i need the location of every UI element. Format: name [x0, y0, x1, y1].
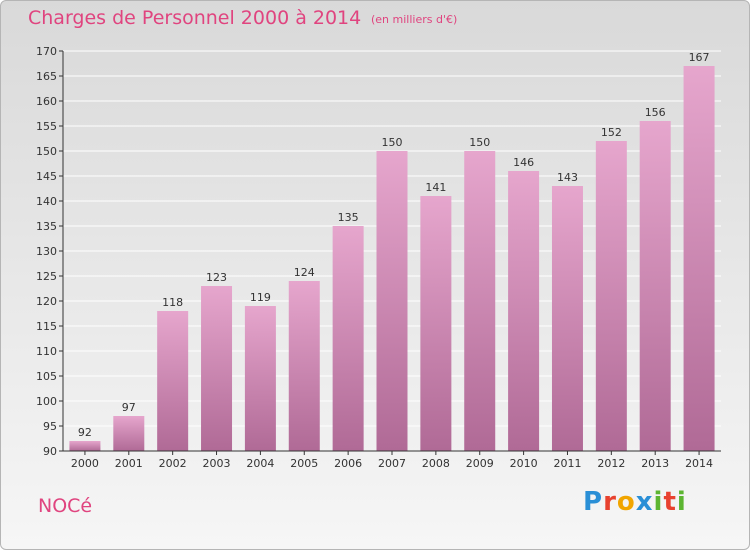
- y-tick-label: 150: [36, 145, 57, 158]
- bar-2008[interactable]: [420, 196, 452, 451]
- data-label: 146: [513, 156, 534, 169]
- y-tick-label: 160: [36, 95, 57, 108]
- y-tick-label: 170: [36, 45, 57, 58]
- y-tick-label: 145: [36, 170, 57, 183]
- logo-letter: t: [663, 487, 677, 517]
- data-label: 141: [425, 181, 446, 194]
- bar-2009[interactable]: [464, 151, 496, 451]
- x-tick-label: 2012: [597, 457, 625, 470]
- bar-2007[interactable]: [376, 151, 408, 451]
- y-tick-label: 155: [36, 120, 57, 133]
- data-label: 156: [645, 106, 666, 119]
- bar-2004[interactable]: [244, 306, 276, 451]
- bar-2001[interactable]: [113, 416, 145, 451]
- bar-2013[interactable]: [639, 121, 671, 451]
- x-tick-label: 2004: [246, 457, 274, 470]
- commune-name: NOCé: [38, 495, 93, 517]
- x-tick-label: 2007: [378, 457, 406, 470]
- y-tick-label: 140: [36, 195, 57, 208]
- y-tick-label: 120: [36, 295, 57, 308]
- x-tick-label: 2006: [334, 457, 362, 470]
- data-label: 118: [162, 296, 183, 309]
- x-tick-label: 2002: [159, 457, 187, 470]
- chart-subtitle: (en milliers d'€): [371, 13, 458, 26]
- data-label: 150: [382, 136, 403, 149]
- logo-letter: i: [676, 487, 687, 517]
- y-tick-label: 105: [36, 370, 57, 383]
- y-tick-label: 110: [36, 345, 57, 358]
- data-label: 124: [294, 266, 315, 279]
- logo-letter: i: [653, 487, 664, 517]
- x-tick-label: 2009: [466, 457, 494, 470]
- x-tick-label: 2001: [115, 457, 143, 470]
- proxiti-logo[interactable]: Proxiti: [583, 487, 687, 517]
- data-label: 167: [689, 51, 710, 64]
- bar-2000[interactable]: [69, 441, 101, 451]
- y-tick-label: 135: [36, 220, 57, 233]
- y-tick-label: 95: [43, 420, 57, 433]
- logo-letter: P: [583, 487, 604, 517]
- x-tick-label: 2013: [641, 457, 669, 470]
- chart-title: Charges de Personnel 2000 à 2014: [28, 7, 362, 29]
- bar-2010[interactable]: [508, 171, 540, 451]
- data-label: 92: [78, 426, 92, 439]
- y-tick-label: 90: [43, 445, 57, 458]
- data-label: 135: [338, 211, 359, 224]
- logo-letter: o: [616, 487, 636, 517]
- bar-2002[interactable]: [157, 311, 189, 451]
- x-tick-label: 2011: [553, 457, 581, 470]
- bar-2012[interactable]: [595, 141, 627, 451]
- y-tick-label: 125: [36, 270, 57, 283]
- x-tick-label: 2014: [685, 457, 713, 470]
- bars: 92 97 118 123 119 124 135 150 141 150 146 143 152 156…: [69, 51, 715, 451]
- x-tick-label: 2003: [203, 457, 231, 470]
- data-label: 97: [122, 401, 136, 414]
- bar-2011[interactable]: [551, 186, 583, 451]
- x-tick-label: 2010: [510, 457, 538, 470]
- logo-letter: r: [603, 487, 617, 517]
- data-label: 152: [601, 126, 622, 139]
- axes: 90 95 100 105 110 115 120 125 130 135 140 145 150 155…: [36, 45, 721, 470]
- bar-2006[interactable]: [332, 226, 364, 451]
- y-tick-label: 115: [36, 320, 57, 333]
- data-label: 150: [469, 136, 490, 149]
- bar-2003[interactable]: [201, 286, 233, 451]
- y-tick-label: 130: [36, 245, 57, 258]
- data-label: 119: [250, 291, 271, 304]
- bar-2005[interactable]: [288, 281, 320, 451]
- data-label: 143: [557, 171, 578, 184]
- y-tick-label: 100: [36, 395, 57, 408]
- y-tick-label: 165: [36, 70, 57, 83]
- x-tick-label: 2005: [290, 457, 318, 470]
- x-tick-label: 2008: [422, 457, 450, 470]
- data-label: 123: [206, 271, 227, 284]
- logo-letter: x: [635, 487, 654, 517]
- bar-2014[interactable]: [683, 66, 715, 451]
- x-tick-label: 2000: [71, 457, 99, 470]
